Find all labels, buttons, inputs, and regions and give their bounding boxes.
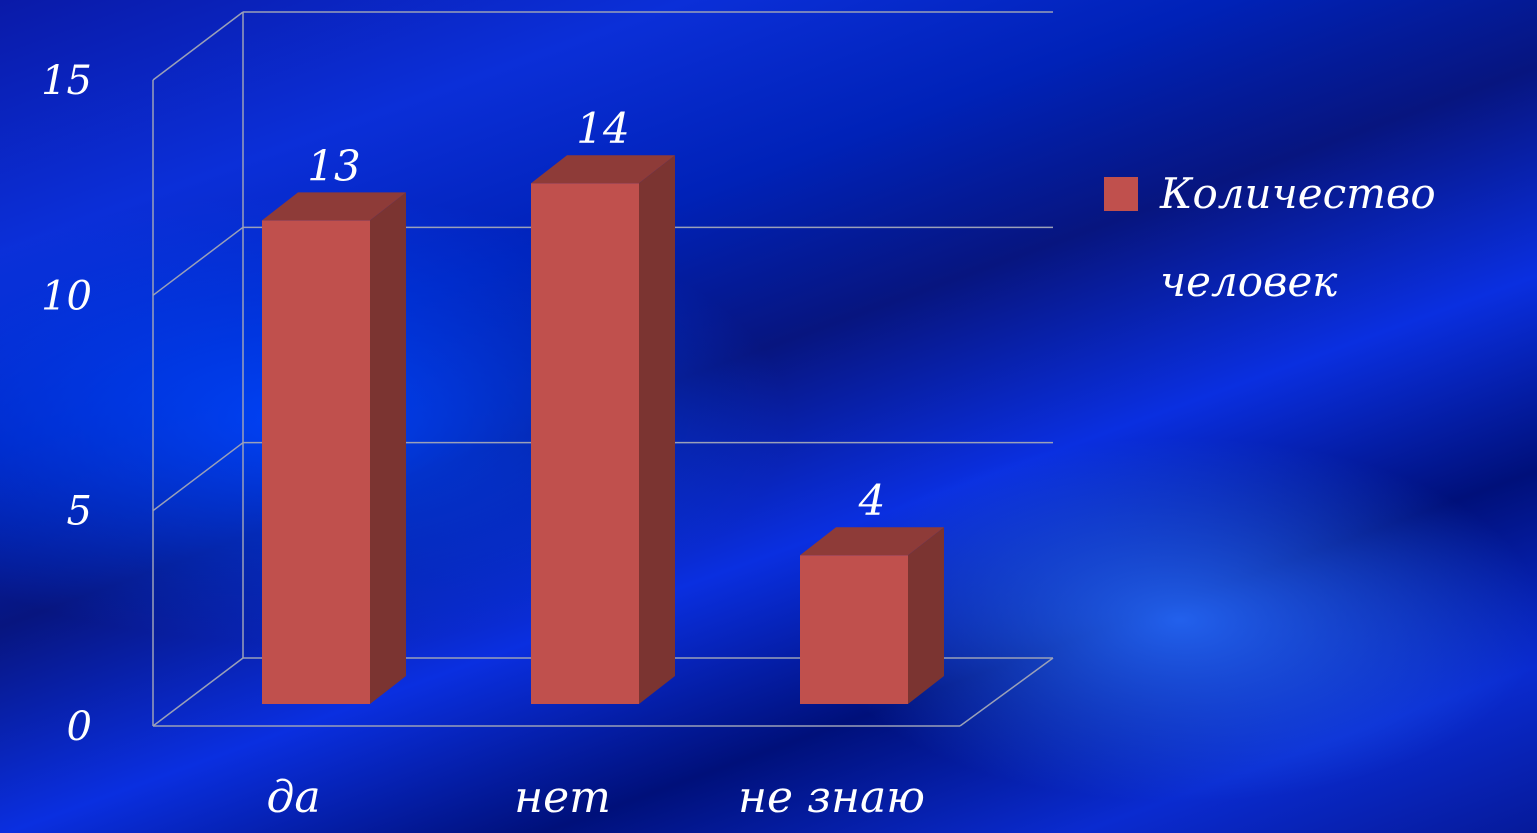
bar-series	[262, 155, 944, 704]
floor-right-edge	[959, 657, 1054, 727]
y-tick-label: 0	[67, 704, 92, 750]
gridline-diagonal	[152, 226, 244, 296]
bar-front	[800, 555, 908, 704]
bar-top	[531, 155, 675, 184]
x-axis-category-labels: да нет не знаю	[266, 772, 925, 823]
gridline-diagonal	[152, 657, 244, 727]
x-category-label: да	[266, 772, 320, 823]
data-label: 14	[576, 104, 629, 153]
data-labels: 13 14 4	[307, 104, 885, 525]
gridline-diagonal	[152, 442, 244, 512]
legend-series-name: Количество человек	[1160, 169, 1436, 306]
bar-top	[262, 192, 406, 221]
bar-top	[800, 527, 944, 556]
bar-2	[531, 155, 675, 704]
bar-front	[531, 183, 639, 704]
bar-side	[908, 527, 944, 704]
y-tick-label: 10	[41, 273, 92, 319]
bar-1	[262, 192, 406, 704]
y-axis-tick-labels: 0 5 10 15	[41, 58, 92, 750]
bar-side	[370, 192, 406, 704]
x-category-label: не знаю	[738, 772, 925, 823]
bar-3	[800, 527, 944, 704]
y-tick-label: 5	[67, 489, 92, 535]
legend-swatch	[1104, 177, 1138, 211]
data-label: 13	[307, 141, 360, 190]
gridline-diagonal	[152, 11, 244, 81]
bar-side	[639, 155, 675, 704]
x-category-label: нет	[514, 772, 611, 823]
y-tick-label: 15	[41, 58, 92, 104]
bar-front	[262, 220, 370, 704]
data-label: 4	[858, 476, 886, 525]
